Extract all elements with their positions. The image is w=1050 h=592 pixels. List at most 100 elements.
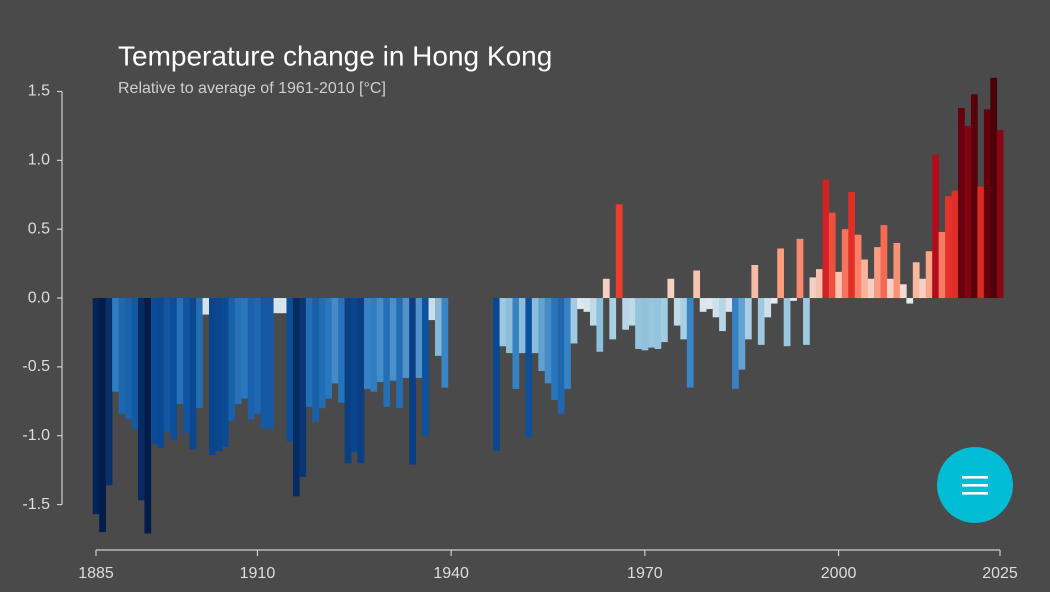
bar <box>854 234 862 299</box>
bar <box>893 242 901 299</box>
bar <box>389 298 397 381</box>
bar <box>906 298 914 304</box>
bar <box>828 212 836 299</box>
bar <box>137 298 145 501</box>
bar <box>977 186 985 299</box>
bar <box>318 298 326 409</box>
bar <box>189 298 197 450</box>
bar <box>783 298 791 347</box>
bar <box>99 298 106 533</box>
bar <box>170 298 178 440</box>
bar <box>344 298 352 464</box>
bar <box>899 284 907 299</box>
bar <box>577 298 584 310</box>
bar <box>635 298 642 349</box>
bar <box>732 298 739 389</box>
bar <box>880 225 888 299</box>
bar <box>518 298 526 354</box>
bar <box>777 248 784 299</box>
bar <box>557 298 565 414</box>
bar <box>118 298 126 414</box>
bar <box>706 298 713 310</box>
bar <box>176 298 184 405</box>
bar <box>183 298 190 433</box>
bar <box>770 298 778 304</box>
bar <box>609 298 617 340</box>
bar <box>583 298 591 312</box>
bar <box>499 298 507 347</box>
bar <box>299 298 307 478</box>
bar <box>357 298 365 464</box>
bar <box>744 298 752 340</box>
y-tick-label: -1.5 <box>22 496 50 513</box>
bar <box>144 298 152 534</box>
menu-button[interactable] <box>937 447 1013 523</box>
bar <box>157 298 165 449</box>
bar <box>803 298 810 345</box>
bar <box>809 277 817 299</box>
bar <box>589 298 597 326</box>
bar <box>790 298 797 301</box>
bar <box>338 298 345 403</box>
bar <box>686 298 694 388</box>
bar <box>951 190 959 299</box>
bar <box>983 109 991 299</box>
bar <box>228 298 236 421</box>
bar <box>538 298 546 372</box>
bar <box>596 298 604 352</box>
bar <box>525 298 533 438</box>
bar <box>615 204 623 299</box>
bar <box>867 278 875 299</box>
bar <box>932 154 939 299</box>
y-tick-label: -1.0 <box>22 427 50 444</box>
bar <box>958 108 965 299</box>
bar <box>673 298 681 326</box>
x-tick-label: 2025 <box>982 565 1018 582</box>
x-tick-label: 1940 <box>433 565 469 582</box>
bar <box>551 298 558 400</box>
bar <box>912 262 920 299</box>
bar <box>150 298 158 444</box>
x-tick-label: 1970 <box>627 565 663 582</box>
bar <box>712 298 720 318</box>
bar <box>351 298 358 453</box>
bar <box>428 298 436 321</box>
bar <box>254 298 261 414</box>
bar <box>312 298 320 422</box>
bar <box>661 298 668 343</box>
bar <box>970 94 978 299</box>
menu-icon-line <box>962 476 988 479</box>
bar <box>202 298 210 315</box>
bar <box>247 298 255 420</box>
bar <box>996 130 1004 299</box>
y-tick-label: 0.5 <box>28 220 50 237</box>
bar <box>435 298 442 356</box>
bar <box>835 271 843 299</box>
bar <box>215 298 223 451</box>
y-tick-label: -0.5 <box>22 358 50 375</box>
bar <box>383 298 391 407</box>
bar <box>286 298 294 442</box>
bar <box>990 77 998 299</box>
bar <box>267 298 274 429</box>
bar <box>363 298 371 389</box>
bar <box>422 298 429 436</box>
bar <box>667 278 675 299</box>
bar <box>648 298 655 348</box>
chart-title: Temperature change in Hong Kong <box>118 40 552 71</box>
bar <box>280 298 287 314</box>
bar <box>725 298 733 312</box>
bar <box>493 298 500 451</box>
bar <box>641 298 649 351</box>
bar <box>848 192 856 299</box>
bar <box>241 298 249 399</box>
bar <box>699 298 707 312</box>
bar <box>105 298 113 486</box>
bar <box>602 278 610 299</box>
bar <box>564 298 571 389</box>
bar <box>531 298 539 354</box>
y-tick-label: 1.5 <box>28 83 50 100</box>
bar <box>719 298 726 332</box>
bar <box>628 298 636 326</box>
